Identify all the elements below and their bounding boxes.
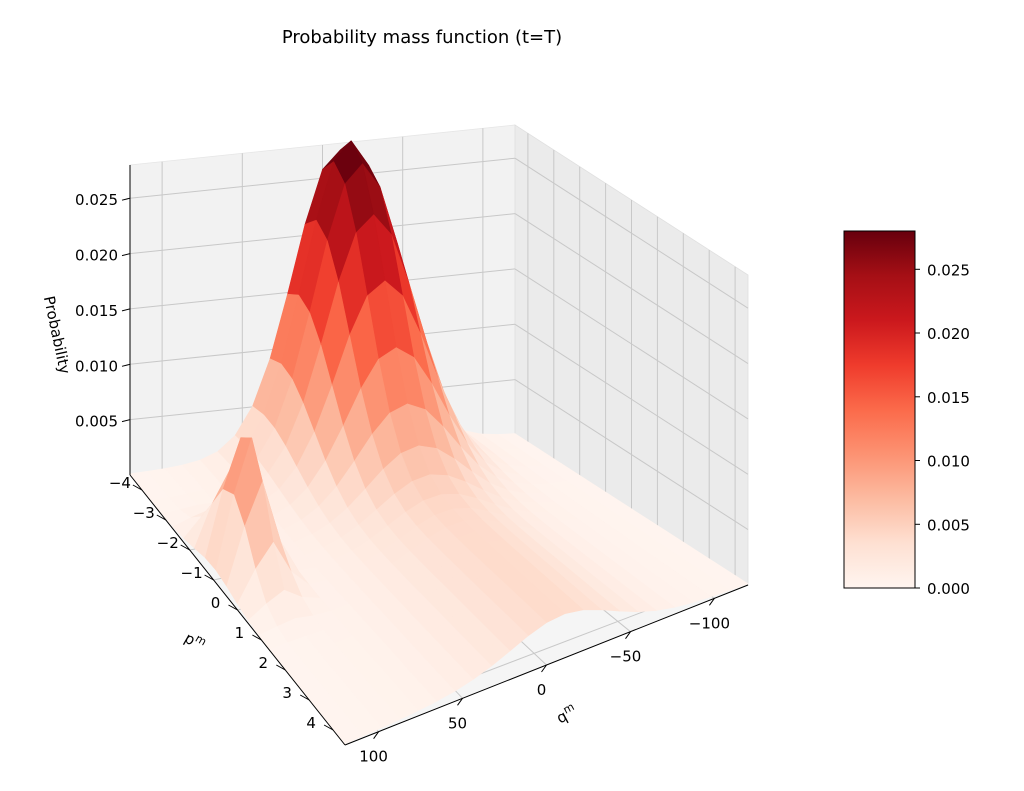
z-tick-mark	[121, 197, 131, 201]
y-tick-mark	[299, 694, 310, 701]
z-tick-label: 0.020	[75, 247, 118, 265]
colorbar: 0.000 0.005 0.010 0.015 0.020 0.025	[843, 230, 970, 598]
axes-lines	[121, 165, 749, 746]
z-tick-label: 0.015	[75, 302, 118, 320]
colorbar-tick-label: 0.005	[927, 516, 970, 534]
x-tick-label: −100	[689, 614, 730, 632]
colorbar-tick-label: 0.025	[927, 261, 970, 279]
y-tick-label: −4	[109, 474, 131, 492]
y-tick-label: 1	[235, 624, 245, 642]
y-tick-label: 2	[259, 654, 269, 672]
y-tick-mark	[180, 544, 190, 551]
surface-mesh	[129, 140, 749, 745]
colorbar-tick-label: 0.015	[927, 389, 970, 407]
y-tick-label: 3	[282, 684, 292, 702]
grid-line-z-side	[514, 379, 749, 531]
y-tick-mark	[276, 664, 286, 671]
z-tick-mark	[121, 253, 131, 257]
grid-line-z-side	[514, 213, 749, 365]
y-tick-label: 0	[211, 594, 221, 612]
x-tick-mark	[541, 664, 547, 673]
tick-labels: −100−50050100−4−3−2−1012340.0050.0100.01…	[75, 191, 730, 766]
surface-facet	[333, 722, 364, 745]
y-tick-label: 4	[306, 714, 316, 732]
colorbar-tick-label: 0.000	[927, 580, 970, 598]
x-tick-label: 50	[448, 714, 467, 732]
y-tick-label: −3	[133, 504, 155, 522]
y-tick-label: −2	[157, 534, 179, 552]
z-axis-label: Probability	[40, 294, 74, 375]
y-tick-mark	[156, 514, 167, 521]
chart-title: Probability mass function (t=T)	[282, 27, 562, 48]
colorbar-tick-label: 0.020	[927, 325, 970, 343]
x-tick-mark	[457, 698, 463, 706]
z-tick-mark	[121, 419, 131, 423]
z-tick-mark	[121, 363, 131, 367]
x-axis-label: qm	[553, 700, 580, 727]
y-tick-mark	[252, 634, 262, 641]
grid-line-z-side	[514, 157, 749, 309]
x-tick-label: 0	[537, 681, 547, 699]
grid-line-z-side	[514, 323, 749, 475]
z-tick-label: 0.025	[75, 191, 118, 209]
grid-line-z-side	[514, 268, 749, 420]
x-tick-mark	[625, 631, 631, 639]
z-tick-label: 0.005	[75, 413, 118, 431]
x-tick-mark	[373, 731, 380, 739]
colorbar-gradient	[843, 230, 916, 589]
x-tick-mark	[708, 598, 715, 606]
z-tick-label: 0.010	[75, 357, 118, 375]
z-tick-mark	[121, 308, 131, 312]
colorbar-ticks: 0.000 0.005 0.010 0.015 0.020 0.025	[915, 261, 970, 598]
y-tick-mark	[132, 484, 143, 491]
y-tick-mark	[323, 724, 334, 731]
x-tick-label: 100	[359, 748, 388, 766]
y-tick-label: −1	[181, 564, 203, 582]
y-tick-mark	[204, 574, 214, 581]
y-tick-mark	[228, 604, 238, 611]
x-tick-label: −50	[610, 648, 642, 666]
colorbar-tick-label: 0.010	[927, 453, 970, 471]
y-axis-label: pm	[181, 627, 209, 654]
